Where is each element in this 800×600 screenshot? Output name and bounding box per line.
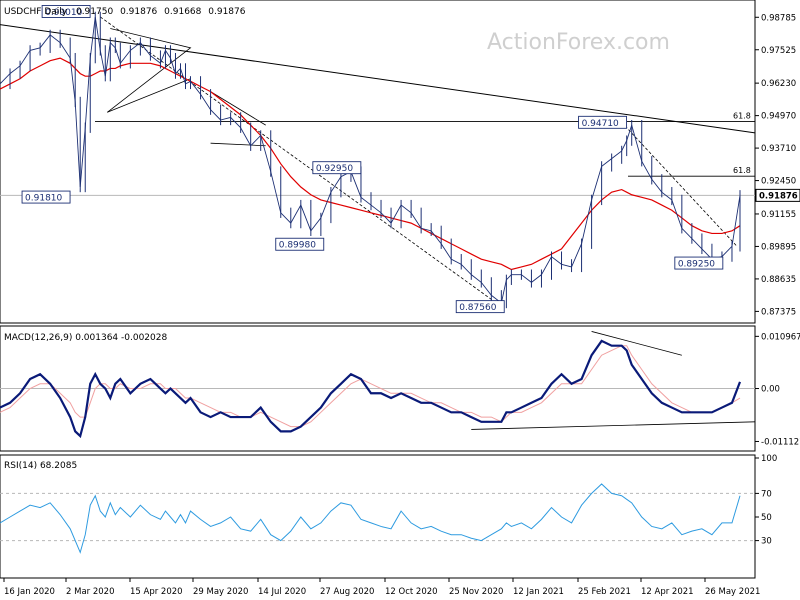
current-price-label: 0.91876 [759,191,798,201]
fib-label: 61.8 [733,166,751,175]
macd-axis: 0.010967 0.00 -0.011127 [755,332,800,447]
price-header: USDCHF Daily 0.91750 0.91876 0.91668 0.9… [4,7,246,17]
price-tick-label: 0.96230 [761,79,796,89]
level-box [578,115,628,129]
price-level-labels: 0.99010 0.91810 0.89980 0.92950 0.87560 0.947… [21,5,724,314]
price-series [0,11,741,309]
triangle-pattern [107,28,192,113]
time-label: 25 Feb 2021 [578,587,631,597]
macd-signal-line [0,345,741,428]
price-panel[interactable] [0,0,756,324]
time-label: 12 Oct 2020 [385,587,438,597]
price-annotations: 61.8 61.8 [0,16,756,307]
price-tick-label: 0.97525 [761,46,796,56]
rsi-tick-label: 30 [761,537,772,547]
level-box [312,161,362,175]
level-label: 0.91810 [25,194,62,204]
macd-support-line [471,421,756,430]
ohlc-low: 0.91668 [164,7,201,17]
level-box [21,190,71,204]
time-label: 2 Mar 2020 [66,587,114,597]
dashed-trend-2 [621,122,738,247]
rsi-axis: 100 70 50 30 [755,454,777,547]
price-tick-label: 0.92450 [761,177,796,187]
level-label: 0.89250 [678,260,715,270]
downtrend-line [0,24,756,134]
flag-lower [210,142,266,147]
time-label: 16 Jan 2020 [4,587,55,597]
rsi-tick-label: 70 [761,489,772,499]
macd-line [0,339,742,439]
level-box [41,5,91,18]
watermark: ActionForex.com [487,30,670,55]
macd-title: MACD(12,26,9) 0.001364 -0.002028 [4,333,167,343]
price-tick-label: 0.89895 [761,242,796,252]
macd-tick-label: 0.00 [761,385,780,395]
triangle-base [107,78,191,113]
price-tick-label: 0.98785 [761,13,796,23]
level-label: 0.92950 [316,164,353,174]
price-line [0,16,741,304]
fib-label: 61.8 [733,112,751,121]
current-price-box [755,188,800,202]
time-label: 15 Apr 2020 [130,587,183,597]
price-title: USDCHF Daily [4,7,68,17]
rsi-tick-label: 50 [761,513,772,523]
rsi-series [0,483,755,554]
time-label: 14 Jul 2020 [258,587,306,597]
rsi-line [0,483,741,554]
time-label: 25 Nov 2020 [449,587,503,597]
price-tick-label: 0.87375 [761,307,796,317]
level-label: 0.89980 [279,241,316,251]
macd-tick-label: 0.010967 [761,332,800,342]
time-label: 12 Apr 2021 [641,587,694,597]
time-label: 29 May 2020 [193,587,248,597]
ohlc-close: 0.91876 [208,7,245,17]
level-label: 0.94710 [582,119,619,129]
time-label: 12 Jan 2021 [513,587,564,597]
rsi-panel[interactable] [0,454,756,579]
time-label: 27 Aug 2020 [320,587,374,597]
macd-resistance-line [591,331,682,356]
flag-upper [210,91,266,126]
ohlc-high: 0.91876 [120,7,157,17]
macd-series [0,331,756,439]
price-axis: 0.98785 0.97525 0.96230 0.94970 0.93710 0.924… [755,13,800,317]
rsi-title: RSI(14) 68.2085 [4,461,77,471]
ohlc-open: 0.91750 [76,7,113,17]
level-box [275,237,325,251]
dashed-trend-1 [100,16,502,307]
macd-tick-label: -0.011127 [761,437,800,447]
price-tick-label: 0.94970 [761,112,796,122]
level-label: 0.87560 [459,303,496,313]
level-box [674,256,724,270]
price-tick-label: 0.91155 [761,210,796,220]
price-tick-label: 0.88635 [761,275,796,285]
level-box [455,300,505,314]
price-tick-label: 0.93710 [761,144,796,154]
time-label: 26 May 2021 [705,587,760,597]
level-label: 0.99010 [45,8,82,18]
rsi-tick-label: 100 [761,454,777,464]
time-axis: 16 Jan 2020 2 Mar 2020 15 Apr 2020 29 May 2… [3,578,760,597]
